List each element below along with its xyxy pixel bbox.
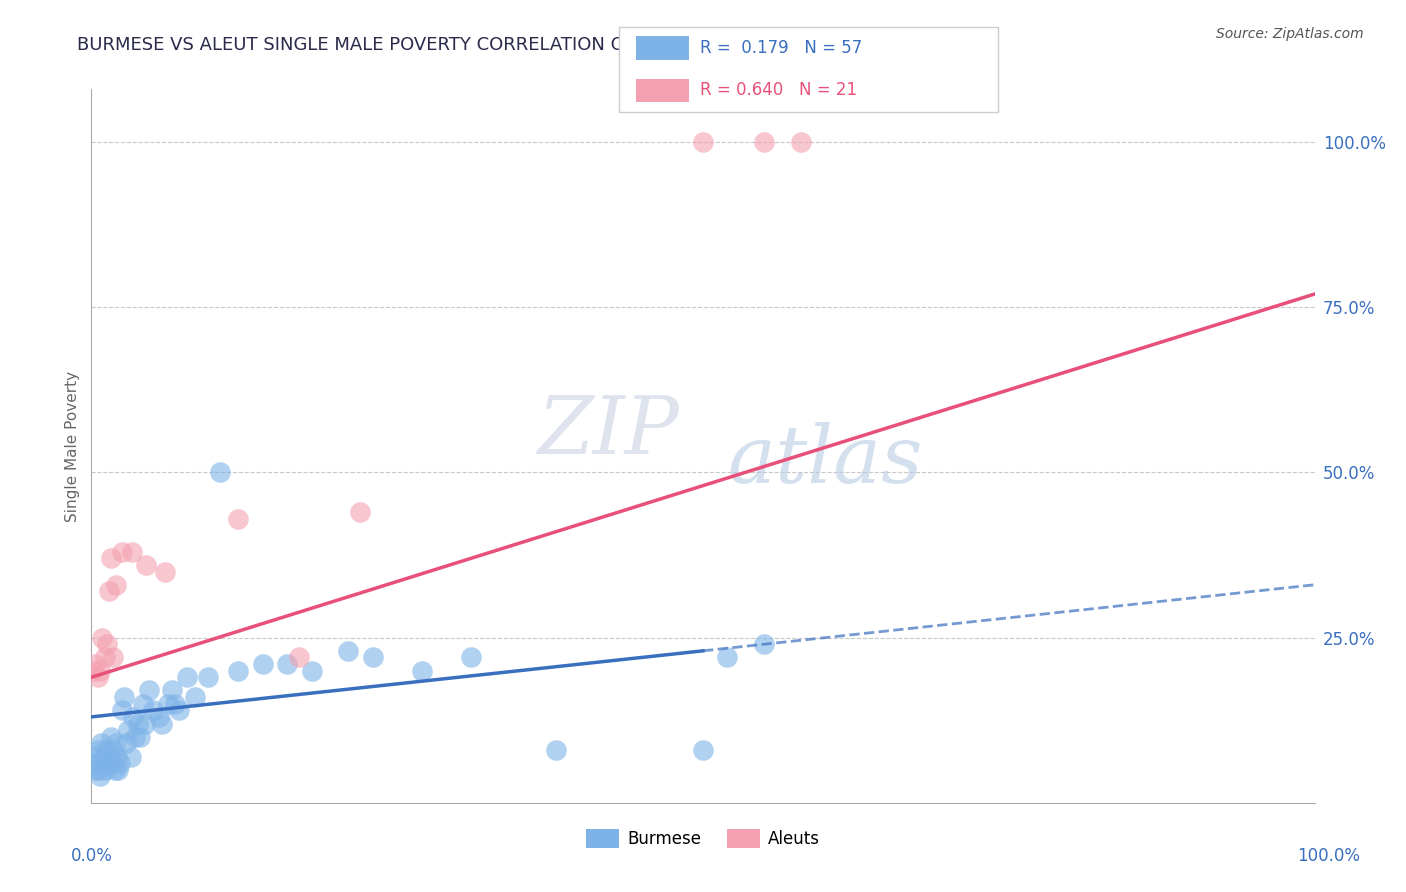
Point xyxy=(411,664,433,678)
Point xyxy=(89,664,111,678)
Point xyxy=(84,657,107,671)
Point xyxy=(94,650,117,665)
Point xyxy=(163,697,186,711)
Point xyxy=(790,135,813,149)
Point xyxy=(103,650,125,665)
Point xyxy=(103,743,125,757)
Point xyxy=(135,558,157,572)
Point xyxy=(86,743,108,757)
Point xyxy=(349,505,371,519)
Point xyxy=(90,736,112,750)
Point xyxy=(176,670,198,684)
Point xyxy=(134,716,156,731)
Text: Source: ZipAtlas.com: Source: ZipAtlas.com xyxy=(1216,27,1364,41)
Point xyxy=(91,756,114,771)
Point xyxy=(129,730,152,744)
Point xyxy=(127,716,149,731)
Point xyxy=(97,584,120,599)
Point xyxy=(138,683,160,698)
Point xyxy=(226,511,249,525)
Text: 100.0%: 100.0% xyxy=(1298,847,1360,865)
Point xyxy=(546,743,568,757)
Point xyxy=(157,697,180,711)
Point xyxy=(124,730,146,744)
Point xyxy=(114,736,136,750)
Text: R =  0.179   N = 57: R = 0.179 N = 57 xyxy=(700,39,862,57)
Point xyxy=(104,578,127,592)
Point xyxy=(83,756,105,771)
Point xyxy=(754,637,776,651)
Point xyxy=(337,644,360,658)
Point xyxy=(94,743,117,757)
Point xyxy=(121,545,143,559)
Point xyxy=(86,670,108,684)
Point xyxy=(107,763,129,777)
Point xyxy=(208,466,231,480)
Point xyxy=(117,723,139,738)
Point xyxy=(276,657,298,671)
Point xyxy=(716,650,738,665)
Legend: Burmese, Aleuts: Burmese, Aleuts xyxy=(579,822,827,855)
Point xyxy=(460,650,482,665)
Point xyxy=(252,657,274,671)
Point xyxy=(150,716,173,731)
Point xyxy=(94,763,117,777)
Point xyxy=(148,710,170,724)
Point xyxy=(288,650,311,665)
Point xyxy=(104,736,127,750)
Point xyxy=(84,763,107,777)
Y-axis label: Single Male Poverty: Single Male Poverty xyxy=(65,370,80,522)
Point xyxy=(120,749,142,764)
Point xyxy=(111,545,134,559)
Point xyxy=(98,749,121,764)
Point xyxy=(361,650,384,665)
Text: ZIP: ZIP xyxy=(537,393,679,470)
Point xyxy=(132,697,155,711)
Text: atlas: atlas xyxy=(727,422,922,499)
Point xyxy=(100,551,122,566)
Point xyxy=(96,756,118,771)
Point xyxy=(89,769,111,783)
Point xyxy=(226,664,249,678)
Point xyxy=(84,749,107,764)
Point xyxy=(692,135,714,149)
Point xyxy=(160,683,183,698)
Point xyxy=(754,135,776,149)
Point xyxy=(104,763,127,777)
Point xyxy=(692,743,714,757)
Point xyxy=(197,670,219,684)
Point xyxy=(87,763,110,777)
Point xyxy=(82,664,104,678)
Point xyxy=(184,690,207,704)
Point xyxy=(111,703,134,717)
Point xyxy=(93,749,115,764)
Point xyxy=(105,749,128,764)
Point xyxy=(101,756,124,771)
Point xyxy=(112,690,135,704)
Text: R = 0.640   N = 21: R = 0.640 N = 21 xyxy=(700,81,858,99)
Point xyxy=(141,703,163,717)
Point xyxy=(153,565,176,579)
Point xyxy=(122,710,145,724)
Point xyxy=(100,730,122,744)
Text: BURMESE VS ALEUT SINGLE MALE POVERTY CORRELATION CHART: BURMESE VS ALEUT SINGLE MALE POVERTY COR… xyxy=(77,36,672,54)
Text: 0.0%: 0.0% xyxy=(70,847,112,865)
Point xyxy=(91,631,114,645)
Point xyxy=(108,756,131,771)
Point xyxy=(96,637,118,651)
Point xyxy=(97,749,120,764)
Point xyxy=(301,664,323,678)
Point xyxy=(169,703,191,717)
